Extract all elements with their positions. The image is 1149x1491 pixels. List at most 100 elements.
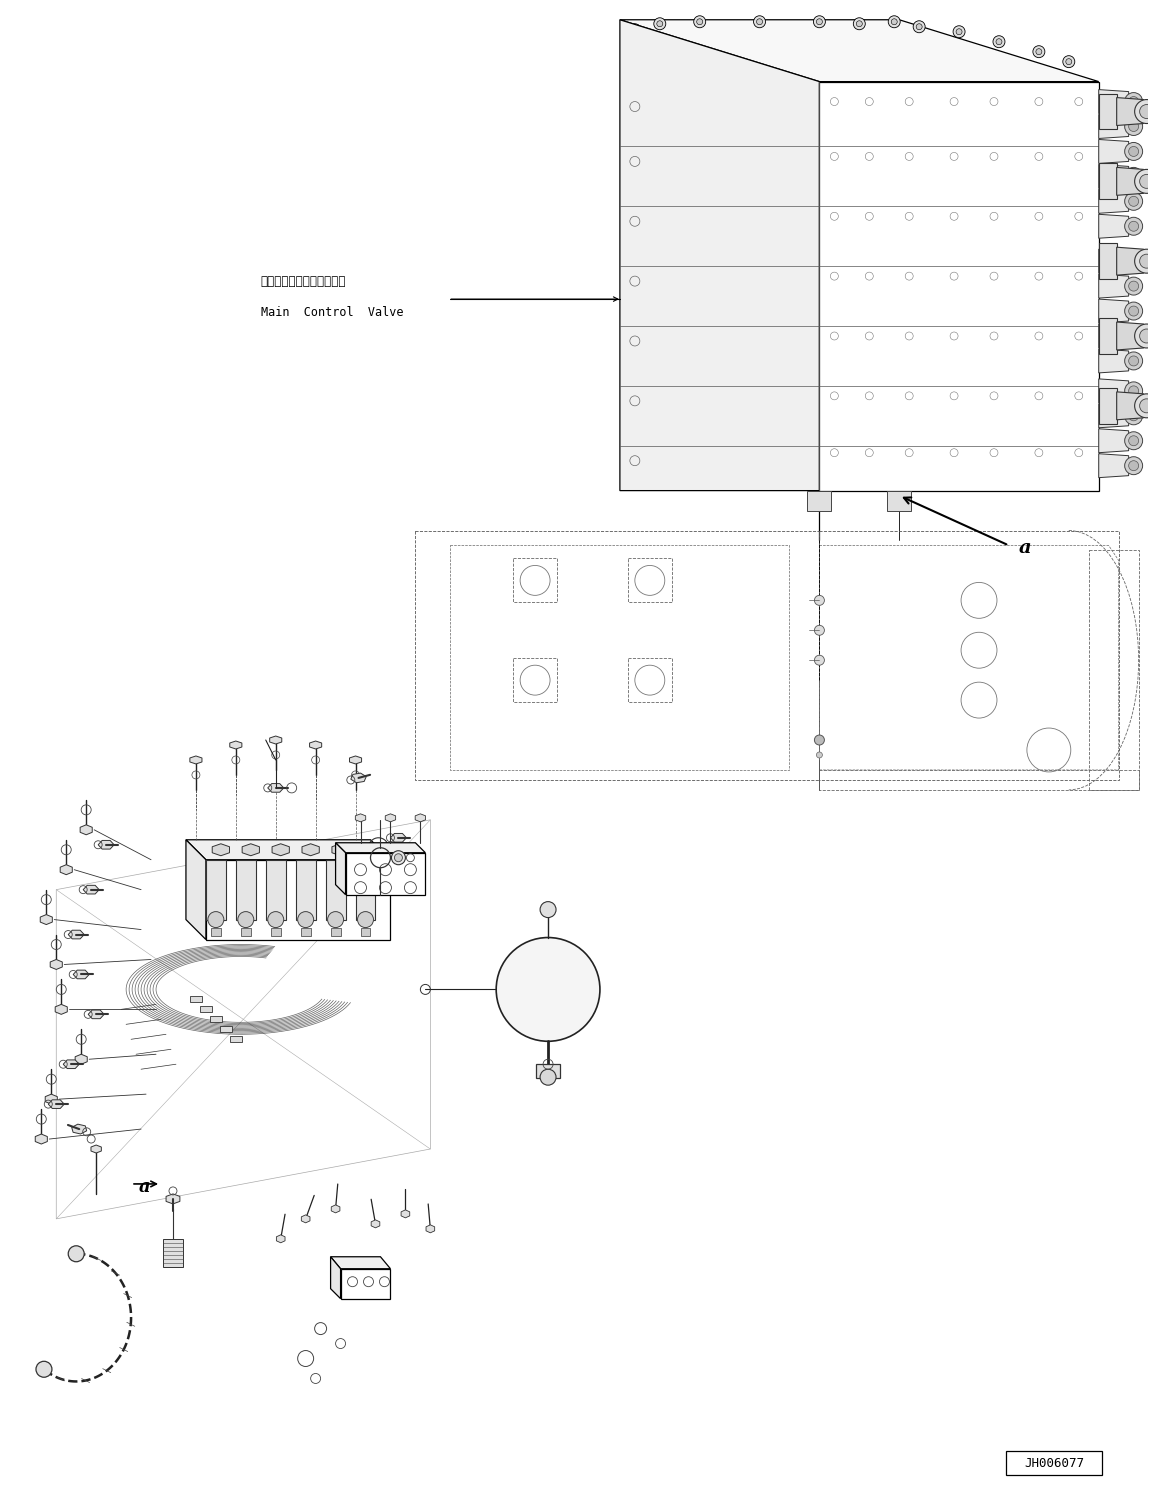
Polygon shape — [213, 844, 230, 856]
Polygon shape — [346, 853, 425, 895]
Polygon shape — [401, 1209, 410, 1218]
Polygon shape — [391, 833, 407, 842]
Bar — [210, 1017, 222, 1023]
Bar — [627, 658, 672, 702]
Wedge shape — [501, 939, 595, 990]
Circle shape — [1125, 167, 1142, 185]
Polygon shape — [331, 1257, 340, 1299]
Circle shape — [1036, 49, 1042, 55]
Bar — [1098, 388, 1117, 423]
Circle shape — [268, 911, 284, 927]
Circle shape — [953, 25, 965, 37]
Polygon shape — [620, 19, 1098, 82]
Circle shape — [1140, 330, 1149, 343]
Bar — [808, 491, 832, 510]
Circle shape — [1140, 253, 1149, 268]
Circle shape — [815, 625, 824, 635]
Bar — [887, 491, 911, 510]
Circle shape — [1125, 252, 1142, 270]
Polygon shape — [336, 842, 425, 853]
Circle shape — [208, 911, 224, 927]
Circle shape — [327, 911, 344, 927]
Polygon shape — [1098, 349, 1128, 373]
Circle shape — [1125, 456, 1142, 474]
Polygon shape — [1098, 300, 1128, 324]
Polygon shape — [331, 1257, 391, 1269]
Bar — [241, 927, 250, 935]
Circle shape — [1128, 356, 1139, 365]
Circle shape — [813, 16, 825, 28]
Circle shape — [496, 938, 600, 1041]
Circle shape — [1125, 277, 1142, 295]
Circle shape — [357, 911, 373, 927]
Polygon shape — [1098, 429, 1128, 453]
Bar — [200, 1006, 211, 1012]
Polygon shape — [268, 784, 284, 792]
Polygon shape — [1098, 379, 1128, 403]
Circle shape — [1128, 412, 1139, 420]
Polygon shape — [1117, 248, 1143, 276]
Polygon shape — [1098, 164, 1128, 188]
Polygon shape — [1098, 89, 1128, 113]
Polygon shape — [355, 814, 365, 822]
Polygon shape — [1098, 404, 1128, 428]
Circle shape — [916, 24, 923, 30]
Circle shape — [1128, 282, 1139, 291]
Circle shape — [1125, 327, 1142, 344]
Polygon shape — [332, 844, 349, 856]
Polygon shape — [620, 19, 819, 491]
Polygon shape — [819, 82, 1098, 491]
Polygon shape — [80, 825, 92, 835]
Polygon shape — [71, 1124, 86, 1135]
Polygon shape — [48, 1100, 64, 1108]
Polygon shape — [302, 844, 319, 856]
Bar — [355, 860, 376, 920]
Circle shape — [392, 851, 406, 865]
Polygon shape — [167, 1194, 180, 1203]
Polygon shape — [426, 1224, 434, 1233]
Polygon shape — [336, 842, 346, 895]
Polygon shape — [206, 860, 391, 939]
Circle shape — [654, 18, 665, 30]
Polygon shape — [1117, 97, 1143, 125]
Circle shape — [1128, 331, 1139, 341]
Text: メインコントロールバルブ: メインコントロールバルブ — [261, 276, 346, 288]
Bar — [211, 927, 221, 935]
Circle shape — [1140, 398, 1149, 413]
Polygon shape — [1098, 249, 1128, 273]
Circle shape — [1128, 97, 1139, 106]
Circle shape — [657, 21, 663, 27]
Polygon shape — [68, 930, 84, 939]
Bar — [325, 860, 346, 920]
Bar — [1098, 164, 1117, 200]
Circle shape — [1066, 58, 1072, 64]
Circle shape — [540, 1069, 556, 1085]
Bar — [301, 927, 310, 935]
Bar — [514, 559, 557, 602]
Circle shape — [956, 28, 962, 34]
Polygon shape — [1098, 115, 1128, 139]
Circle shape — [892, 19, 897, 25]
Circle shape — [1135, 324, 1149, 347]
Circle shape — [1125, 218, 1142, 236]
Text: Main  Control  Valve: Main Control Valve — [261, 306, 403, 319]
Polygon shape — [242, 844, 260, 856]
Circle shape — [1125, 143, 1142, 161]
Circle shape — [1128, 256, 1139, 267]
Polygon shape — [415, 814, 425, 822]
Circle shape — [1128, 435, 1139, 446]
Bar — [163, 1239, 183, 1267]
Circle shape — [815, 735, 824, 746]
Bar — [1098, 243, 1117, 279]
Polygon shape — [83, 886, 99, 895]
Circle shape — [1128, 121, 1139, 131]
Circle shape — [856, 21, 862, 27]
Polygon shape — [230, 741, 242, 748]
Circle shape — [238, 911, 254, 927]
Bar — [1098, 318, 1117, 353]
Circle shape — [1128, 197, 1139, 206]
Polygon shape — [1098, 140, 1128, 164]
Text: a: a — [139, 1178, 151, 1196]
Polygon shape — [1117, 167, 1143, 195]
Circle shape — [694, 16, 705, 28]
